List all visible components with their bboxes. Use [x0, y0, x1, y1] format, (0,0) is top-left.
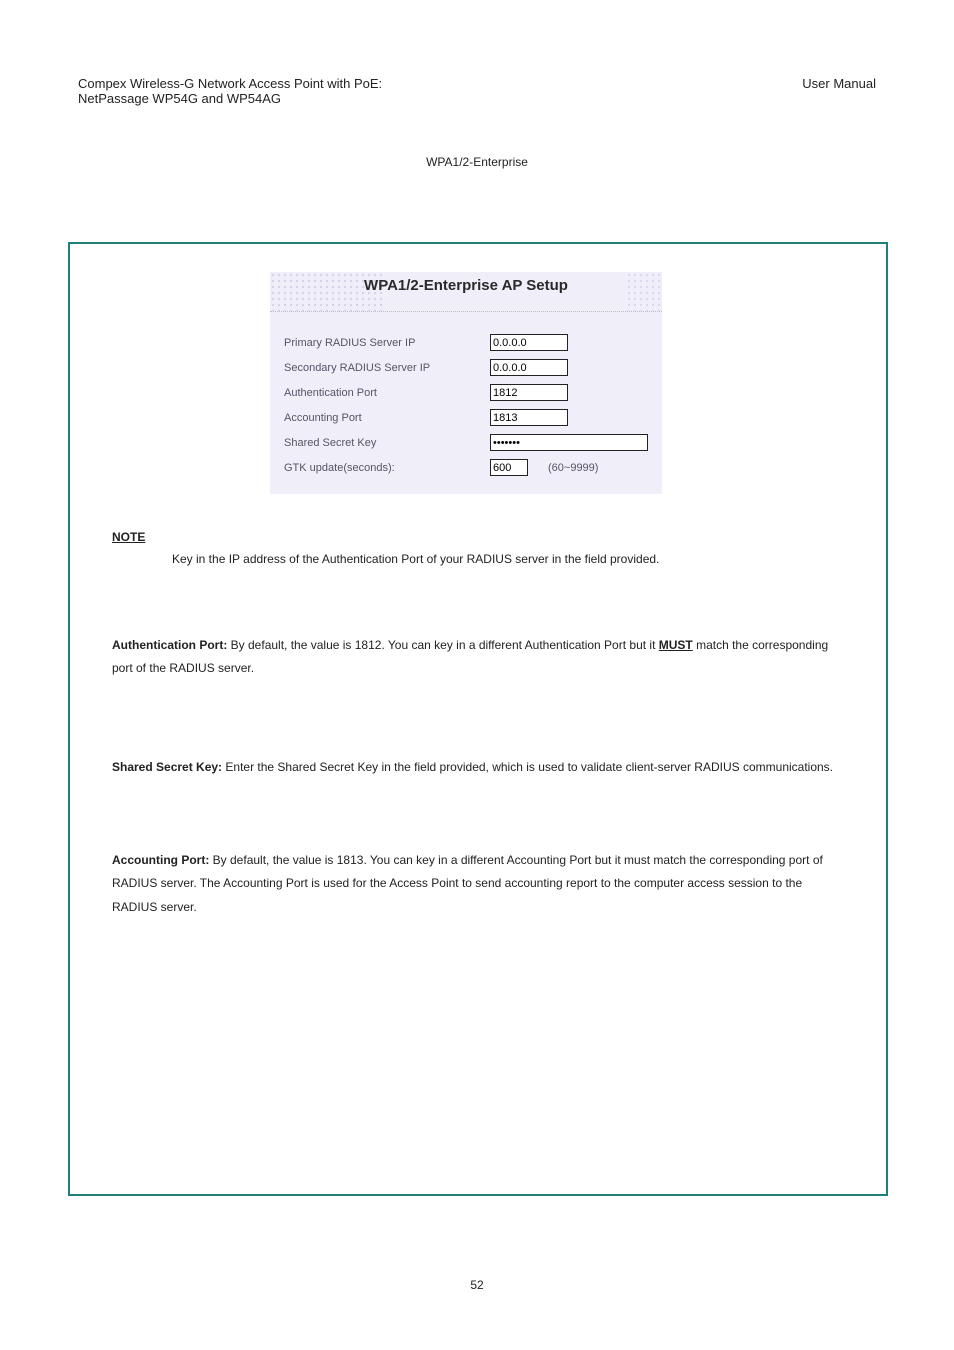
panel-title: WPA1/2-Enterprise AP Setup	[270, 272, 662, 300]
auth-port-text1: By default, the value is 1812. You can k…	[231, 638, 659, 652]
row-shared-secret: Shared Secret Key	[284, 434, 662, 451]
input-authentication-port[interactable]	[490, 384, 568, 401]
content-frame: WPA1/2-Enterprise AP Setup Primary RADIU…	[68, 242, 888, 1196]
label-shared-secret: Shared Secret Key	[284, 437, 490, 449]
product-line2: NetPassage WP54G and WP54AG	[78, 91, 281, 106]
auth-port-label: Authentication Port:	[112, 638, 231, 652]
input-shared-secret-key[interactable]	[490, 434, 648, 451]
row-auth-port: Authentication Port	[284, 384, 662, 401]
note-text: Key in the IP address of the Authenticat…	[172, 548, 838, 570]
paragraph-authentication-port: Authentication Port: By default, the val…	[112, 634, 838, 681]
input-primary-radius-ip[interactable]	[490, 334, 568, 351]
panel-body: Primary RADIUS Server IP Secondary RADIU…	[270, 312, 662, 494]
label-primary-radius: Primary RADIUS Server IP	[284, 337, 490, 349]
note-label: NOTE	[112, 530, 145, 544]
row-accounting-port: Accounting Port	[284, 409, 662, 426]
label-auth-port: Authentication Port	[284, 387, 490, 399]
product-line1: Compex Wireless-G Network Access Point w…	[78, 76, 382, 91]
label-accounting-port: Accounting Port	[284, 412, 490, 424]
row-primary-radius: Primary RADIUS Server IP	[284, 334, 662, 351]
panel-title-bar: WPA1/2-Enterprise AP Setup	[270, 272, 662, 312]
input-secondary-radius-ip[interactable]	[490, 359, 568, 376]
accounting-port-label: Accounting Port:	[112, 853, 213, 867]
row-secondary-radius: Secondary RADIUS Server IP	[284, 359, 662, 376]
shared-key-label: Shared Secret Key:	[112, 760, 225, 774]
paragraph-shared-secret: Shared Secret Key: Enter the Shared Secr…	[112, 756, 838, 779]
doc-product-name: Compex Wireless-G Network Access Point w…	[78, 76, 382, 106]
label-gtk-update: GTK update(seconds):	[284, 462, 490, 474]
doc-header: Compex Wireless-G Network Access Point w…	[78, 76, 876, 106]
auth-port-must: MUST	[659, 638, 693, 652]
accounting-port-text: By default, the value is 1813. You can k…	[112, 853, 823, 914]
doc-type: User Manual	[802, 76, 876, 91]
note-block: NOTE Key in the IP address of the Authen…	[112, 526, 838, 570]
wpa-enterprise-panel: WPA1/2-Enterprise AP Setup Primary RADIU…	[270, 272, 662, 494]
figure-label: WPA1/2-Enterprise	[78, 155, 876, 169]
shared-key-text: Enter the Shared Secret Key in the field…	[225, 760, 833, 774]
label-secondary-radius: Secondary RADIUS Server IP	[284, 362, 490, 374]
input-accounting-port[interactable]	[490, 409, 568, 426]
page-number: 52	[470, 1278, 483, 1292]
gtk-range-hint: (60~9999)	[548, 462, 598, 474]
input-gtk-update[interactable]	[490, 459, 528, 476]
row-gtk-update: GTK update(seconds): (60~9999)	[284, 459, 662, 476]
page-footer: 52	[0, 1278, 954, 1292]
paragraph-accounting-port: Accounting Port: By default, the value i…	[112, 849, 838, 919]
